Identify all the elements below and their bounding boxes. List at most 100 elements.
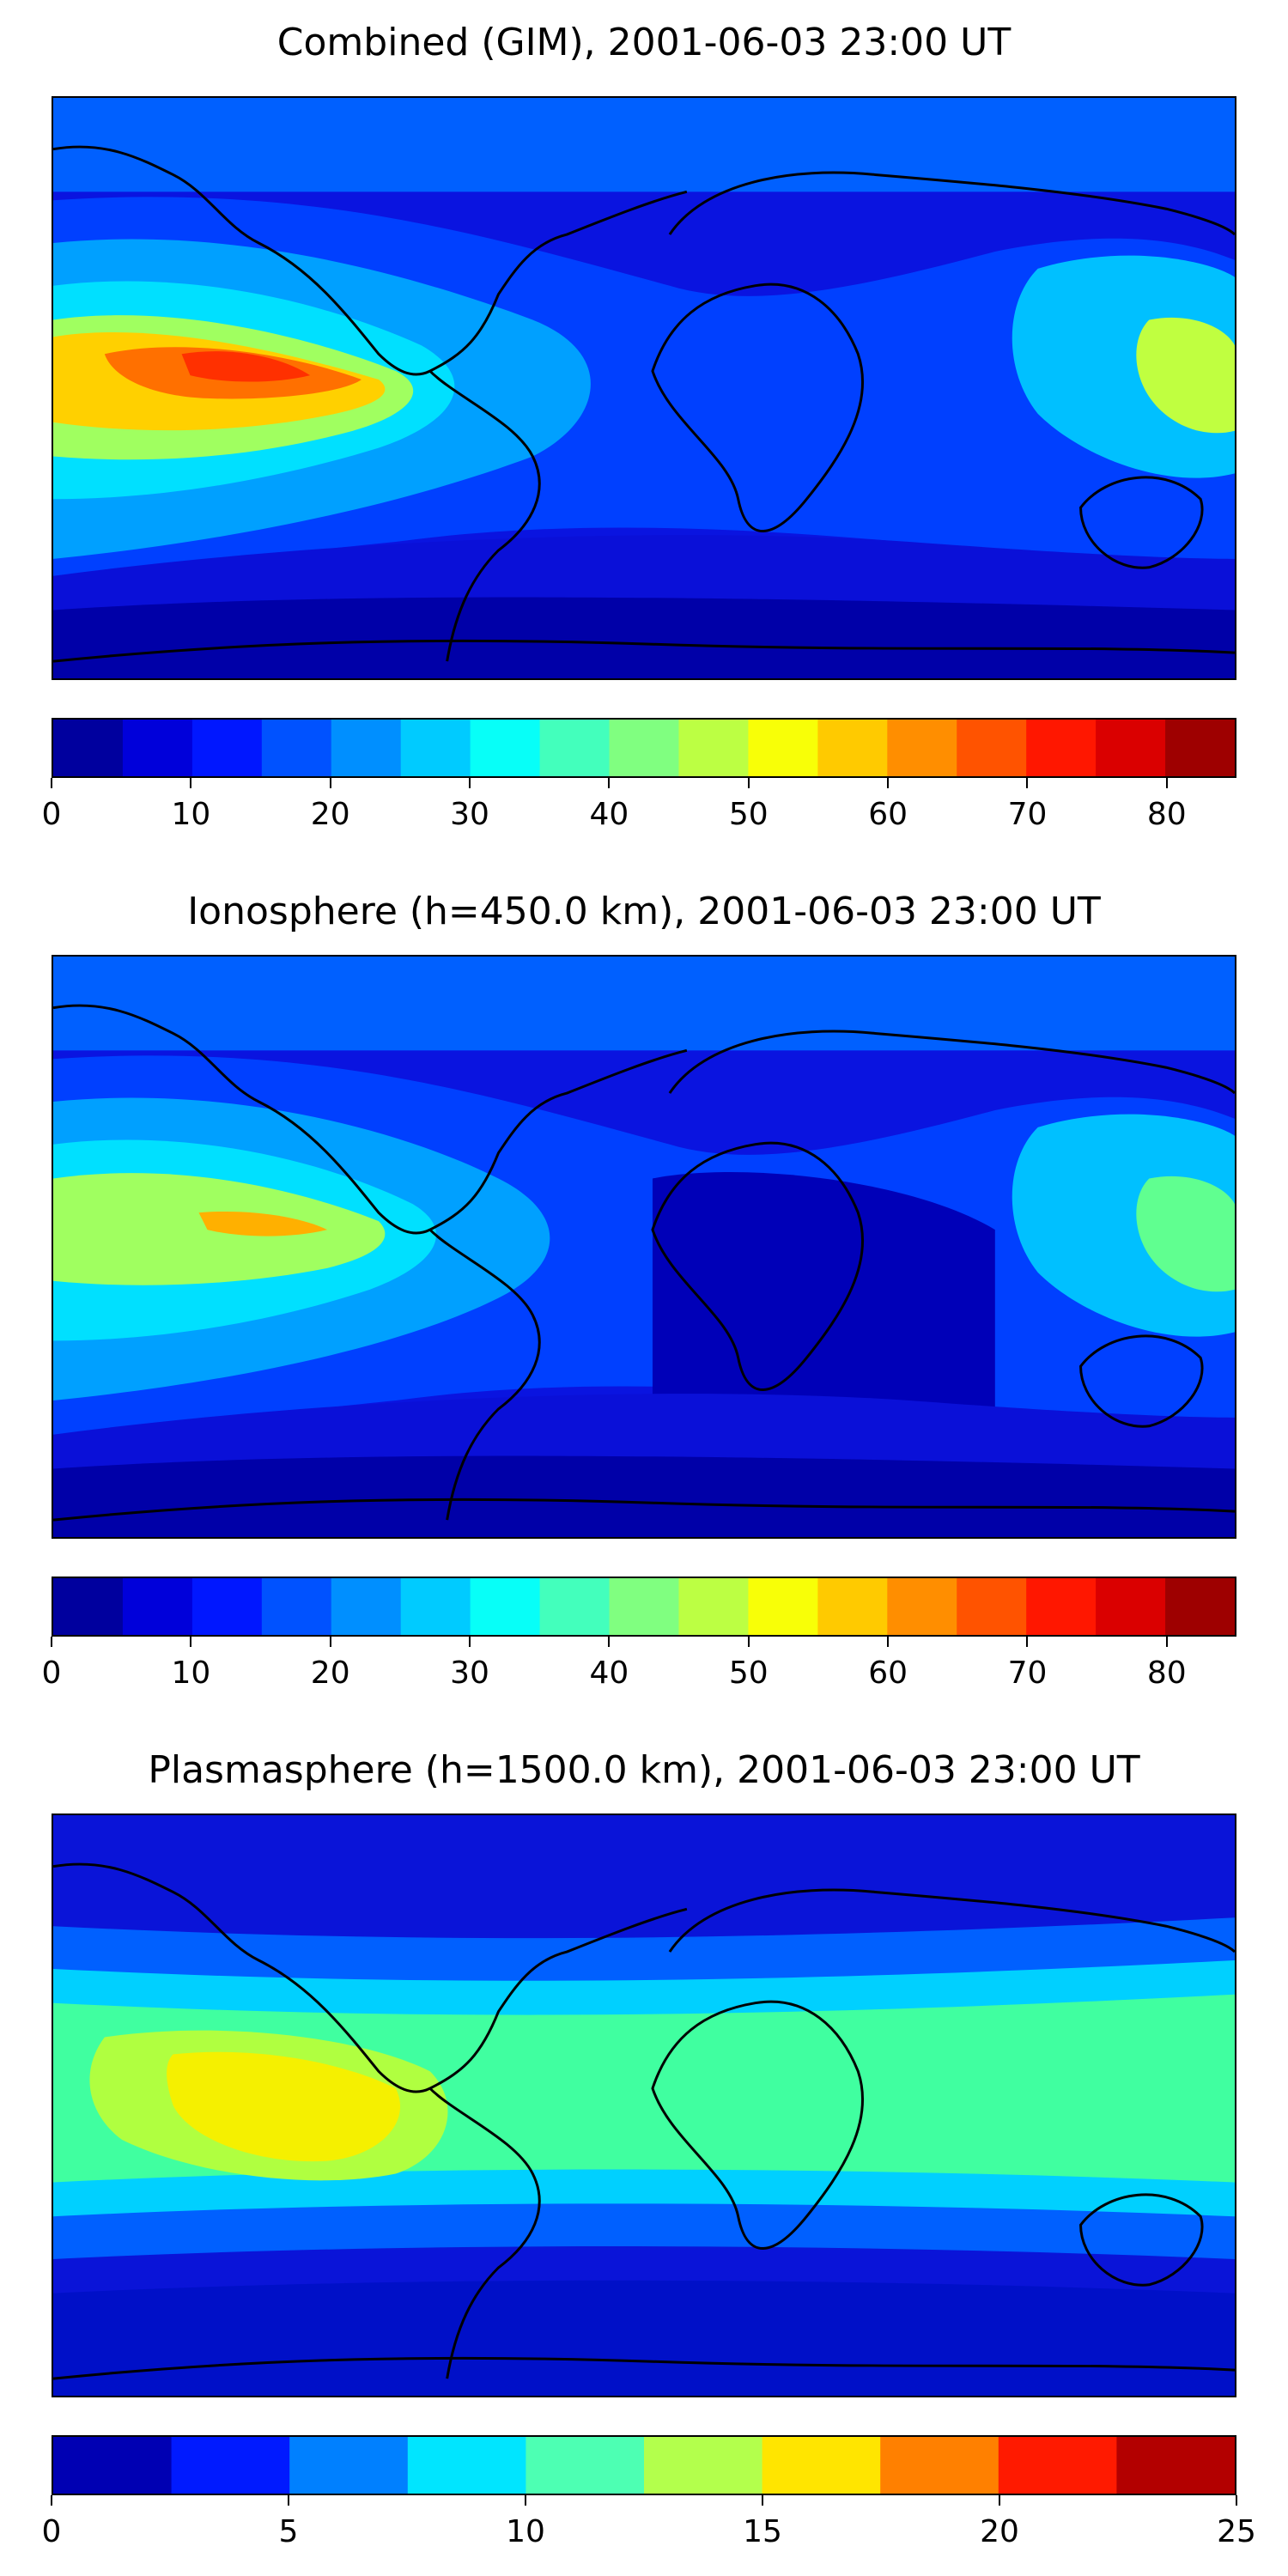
map-2-australia-coast bbox=[1079, 1334, 1204, 1428]
colorbar-tick-label: 10 bbox=[171, 1656, 211, 1691]
map-3-na-coast bbox=[53, 1862, 688, 2093]
colorbar-segment bbox=[644, 2437, 763, 2494]
colorbar-tick bbox=[999, 2495, 1000, 2506]
colorbar-tick-label: 60 bbox=[868, 797, 908, 832]
colorbar-segment bbox=[609, 720, 679, 776]
colorbar-tick bbox=[288, 2495, 289, 2506]
colorbar-tick-label: 10 bbox=[506, 2514, 545, 2549]
colorbar-segment bbox=[470, 1578, 541, 1635]
map-2-polar-band bbox=[53, 1455, 1235, 1537]
colorbar-tick-label: 10 bbox=[171, 797, 211, 832]
colorbar-segment bbox=[1026, 1578, 1097, 1635]
map-3-eurasia-coast bbox=[668, 1888, 1235, 1953]
colorbar-tick-label: 25 bbox=[1217, 2514, 1256, 2549]
panel-2-map bbox=[52, 955, 1236, 1539]
colorbar-tick bbox=[1165, 778, 1168, 788]
colorbar-tick-label: 20 bbox=[310, 797, 350, 832]
map-2-africa-coast bbox=[651, 1141, 865, 1391]
map-1-east-anomaly-core bbox=[1136, 317, 1235, 434]
map-1-anomaly-core bbox=[181, 351, 311, 382]
map-2-na-coast bbox=[53, 1004, 688, 1235]
panel-3-colorbar-ticks: 0 5 10 15 20 25 bbox=[42, 2495, 1256, 2549]
map-2-north-band bbox=[53, 957, 1235, 1051]
map-2-antarctica-coast bbox=[53, 1498, 1235, 1522]
colorbar-segment bbox=[678, 720, 749, 776]
colorbar-segment bbox=[191, 720, 263, 776]
panel-2-map-svg bbox=[53, 957, 1235, 1537]
colorbar-tick-label: 40 bbox=[589, 1656, 629, 1691]
panel-3-title: Plasmasphere (h=1500.0 km), 2001-06-03 2… bbox=[148, 1748, 1140, 1792]
colorbar-segment bbox=[53, 1578, 124, 1635]
map-2-coastlines bbox=[53, 1004, 1235, 1522]
panel-1-colorbar-ticks: 0 10 20 30 40 50 60 70 80 bbox=[42, 778, 1236, 832]
map-3-africa-coast bbox=[651, 2000, 865, 2250]
map-1-eurasia-coast bbox=[668, 171, 1235, 236]
panel-1-map bbox=[52, 96, 1236, 680]
colorbar-tick bbox=[608, 1637, 611, 1647]
colorbar-segment bbox=[678, 1578, 749, 1635]
panel-1-colorbar bbox=[52, 718, 1236, 778]
colorbar-tick-label: 0 bbox=[41, 2514, 62, 2549]
panel-2-colorbar bbox=[52, 1577, 1236, 1637]
colorbar-tick bbox=[469, 778, 471, 788]
colorbar-tick bbox=[747, 1637, 750, 1647]
map-2-sa-coast bbox=[428, 1229, 541, 1521]
colorbar-tick-label: 50 bbox=[728, 1656, 769, 1691]
colorbar-tick-label: 80 bbox=[1146, 797, 1187, 832]
colorbar-segment bbox=[748, 1578, 818, 1635]
panel-2-title: Ionosphere (h=450.0 km), 2001-06-03 23:0… bbox=[187, 890, 1101, 933]
panel-3-map bbox=[52, 1814, 1236, 2397]
colorbar-segment bbox=[1096, 720, 1166, 776]
map-3-coastlines bbox=[53, 1862, 1235, 2380]
colorbar-tick bbox=[190, 1637, 192, 1647]
panel-3-colorbar-svg bbox=[53, 2437, 1235, 2494]
colorbar-tick bbox=[1026, 778, 1029, 788]
map-3-antarctica-coast bbox=[53, 2356, 1235, 2380]
colorbar-tick bbox=[1165, 1637, 1168, 1647]
panel-1-title: Combined (GIM), 2001-06-03 23:00 UT bbox=[276, 21, 1012, 64]
map-1-na-coast bbox=[53, 145, 688, 376]
map-2-eurasia-coast bbox=[668, 1030, 1235, 1095]
colorbar-tick-label: 5 bbox=[278, 2514, 299, 2549]
panel-1-map-svg bbox=[53, 98, 1235, 678]
colorbar-segment bbox=[1116, 2437, 1235, 2494]
colorbar-tick-label: 70 bbox=[1007, 1656, 1048, 1691]
colorbar-segment bbox=[817, 1578, 888, 1635]
colorbar-tick-label: 70 bbox=[1007, 797, 1048, 832]
colorbar-segment bbox=[191, 1578, 263, 1635]
map-3-south-band bbox=[53, 2280, 1235, 2396]
colorbar-tick bbox=[747, 778, 750, 788]
map-1-sa-coast bbox=[428, 370, 541, 662]
colorbar-segment bbox=[880, 2437, 999, 2494]
colorbar-segment bbox=[1026, 720, 1097, 776]
colorbar-tick bbox=[1236, 2495, 1237, 2506]
panel-3-colorbar bbox=[52, 2435, 1236, 2495]
colorbar-segment bbox=[748, 720, 818, 776]
colorbar-segment bbox=[53, 720, 124, 776]
map-3-sa-coast bbox=[428, 2087, 541, 2379]
map-1-north-band bbox=[53, 98, 1235, 192]
colorbar-segment bbox=[526, 2437, 645, 2494]
colorbar-tick-label: 60 bbox=[868, 1656, 908, 1691]
colorbar-segment bbox=[331, 1578, 402, 1635]
panel-1-colorbar-svg bbox=[53, 720, 1235, 776]
colorbar-segment bbox=[887, 720, 957, 776]
colorbar-tick bbox=[469, 1637, 471, 1647]
colorbar-tick bbox=[887, 778, 890, 788]
colorbar-tick-label: 40 bbox=[589, 797, 629, 832]
colorbar-segment bbox=[957, 720, 1027, 776]
map-3-australia-coast bbox=[1079, 2193, 1204, 2287]
map-3-peak-core bbox=[167, 2051, 401, 2162]
colorbar-tick bbox=[525, 2495, 526, 2506]
colorbar-tick bbox=[190, 778, 192, 788]
colorbar-segment bbox=[400, 720, 471, 776]
colorbar-segment bbox=[539, 720, 611, 776]
colorbar-segment bbox=[261, 1578, 332, 1635]
colorbar-tick bbox=[887, 1637, 890, 1647]
colorbar-segment bbox=[53, 2437, 173, 2494]
colorbar-segment bbox=[539, 1578, 611, 1635]
colorbar-segment bbox=[817, 720, 888, 776]
colorbar-segment bbox=[1096, 1578, 1166, 1635]
map-1-africa-coast bbox=[651, 283, 865, 532]
colorbar-tick-label: 15 bbox=[743, 2514, 782, 2549]
